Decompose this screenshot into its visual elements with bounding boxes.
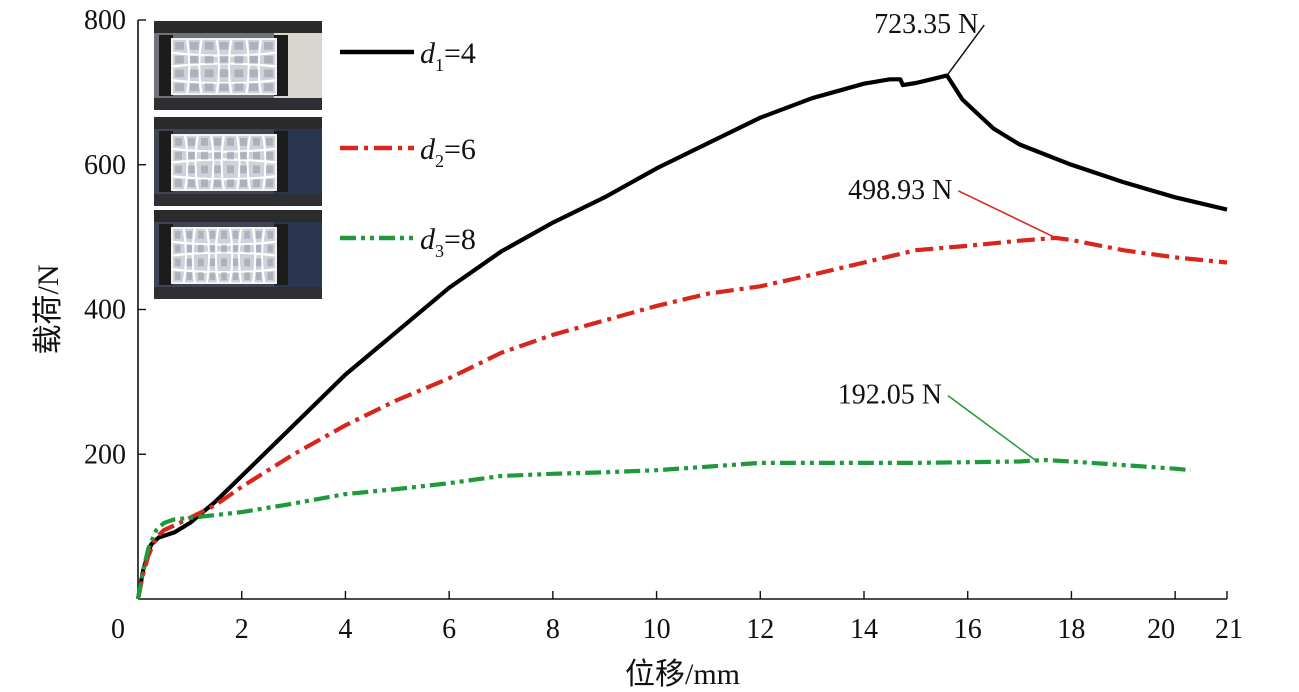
- annotation-label-1: 723.35 N: [874, 9, 978, 40]
- x-tick-label: 14: [850, 614, 878, 645]
- y-tick-label: 200: [84, 439, 126, 470]
- x-tick-label: 0: [111, 614, 125, 645]
- series-lines: [135, 73, 1228, 600]
- x-tick-label: 18: [1057, 614, 1085, 645]
- annotations: 723.35 N 498.93 N 192.05 N: [838, 9, 1057, 461]
- x-axis-title: 位移/mm: [625, 658, 740, 691]
- series-line-2: [135, 235, 1228, 600]
- x-tick-label: 20: [1147, 614, 1175, 645]
- annotation-leader-3: [947, 394, 1036, 461]
- specimen-photo-d1: [154, 21, 322, 110]
- x-tick-label: 12: [746, 614, 774, 645]
- legend: d1=4 d2=6 d3=8: [340, 37, 476, 261]
- y-tick-label: 600: [84, 150, 126, 181]
- annotation-leader-2: [957, 190, 1057, 239]
- y-tick-label: 400: [84, 295, 126, 326]
- legend-label-3: d3=8: [420, 223, 476, 261]
- x-tick-label: 10: [643, 614, 671, 645]
- x-tick-label: 16: [954, 614, 982, 645]
- x-tick-label: 6: [442, 614, 456, 645]
- x-tick-label: 21: [1215, 614, 1243, 645]
- annotation-label-3: 192.05 N: [838, 380, 942, 411]
- x-tick-label: 4: [338, 614, 352, 645]
- y-tick-label: 800: [84, 5, 126, 36]
- legend-label-1: d1=4: [420, 37, 476, 75]
- tick-labels: 0 2 4 6 8 10 12 14 16 18 20 21 200 400 600 800: [84, 5, 1243, 645]
- specimen-photos-inset: [154, 21, 322, 299]
- specimen-photo-d2: [154, 117, 322, 206]
- x-tick-label: 2: [235, 614, 249, 645]
- annotation-label-2: 498.93 N: [848, 175, 952, 206]
- y-axis-title: 载荷/N: [32, 265, 65, 355]
- x-tick-label: 8: [546, 614, 560, 645]
- legend-label-2: d2=6: [420, 133, 476, 171]
- series-line-3: [135, 457, 1191, 600]
- specimen-photo-d3: [154, 210, 322, 299]
- annotation-leader-1: [946, 24, 985, 76]
